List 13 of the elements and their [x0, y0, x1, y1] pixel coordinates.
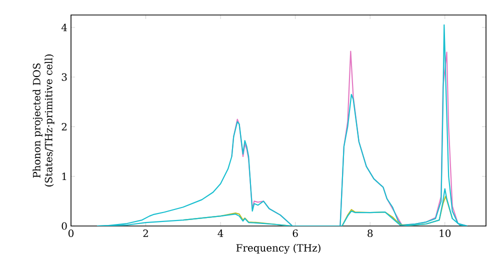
y-axis-title: Phonon projected DOS (States/THz·primitive cell) — [32, 54, 54, 186]
x-axis-title: Frequency (THz) — [236, 244, 320, 254]
x-tick-label: 6 — [292, 230, 298, 238]
x-tick-label: 0 — [68, 230, 74, 238]
y-tick-label: 1 — [62, 172, 66, 180]
y-tick-label: 3 — [62, 73, 67, 81]
y-tick-label: 2 — [62, 122, 66, 130]
x-tick-label: 2 — [143, 230, 148, 237]
x-tick-label: 4 — [218, 230, 224, 237]
x-tick-label: 10 — [440, 230, 451, 238]
x-tick-label: 8 — [368, 230, 373, 238]
y-tick-label: 4 — [61, 24, 67, 32]
y-tick-label: 0 — [62, 222, 67, 230]
